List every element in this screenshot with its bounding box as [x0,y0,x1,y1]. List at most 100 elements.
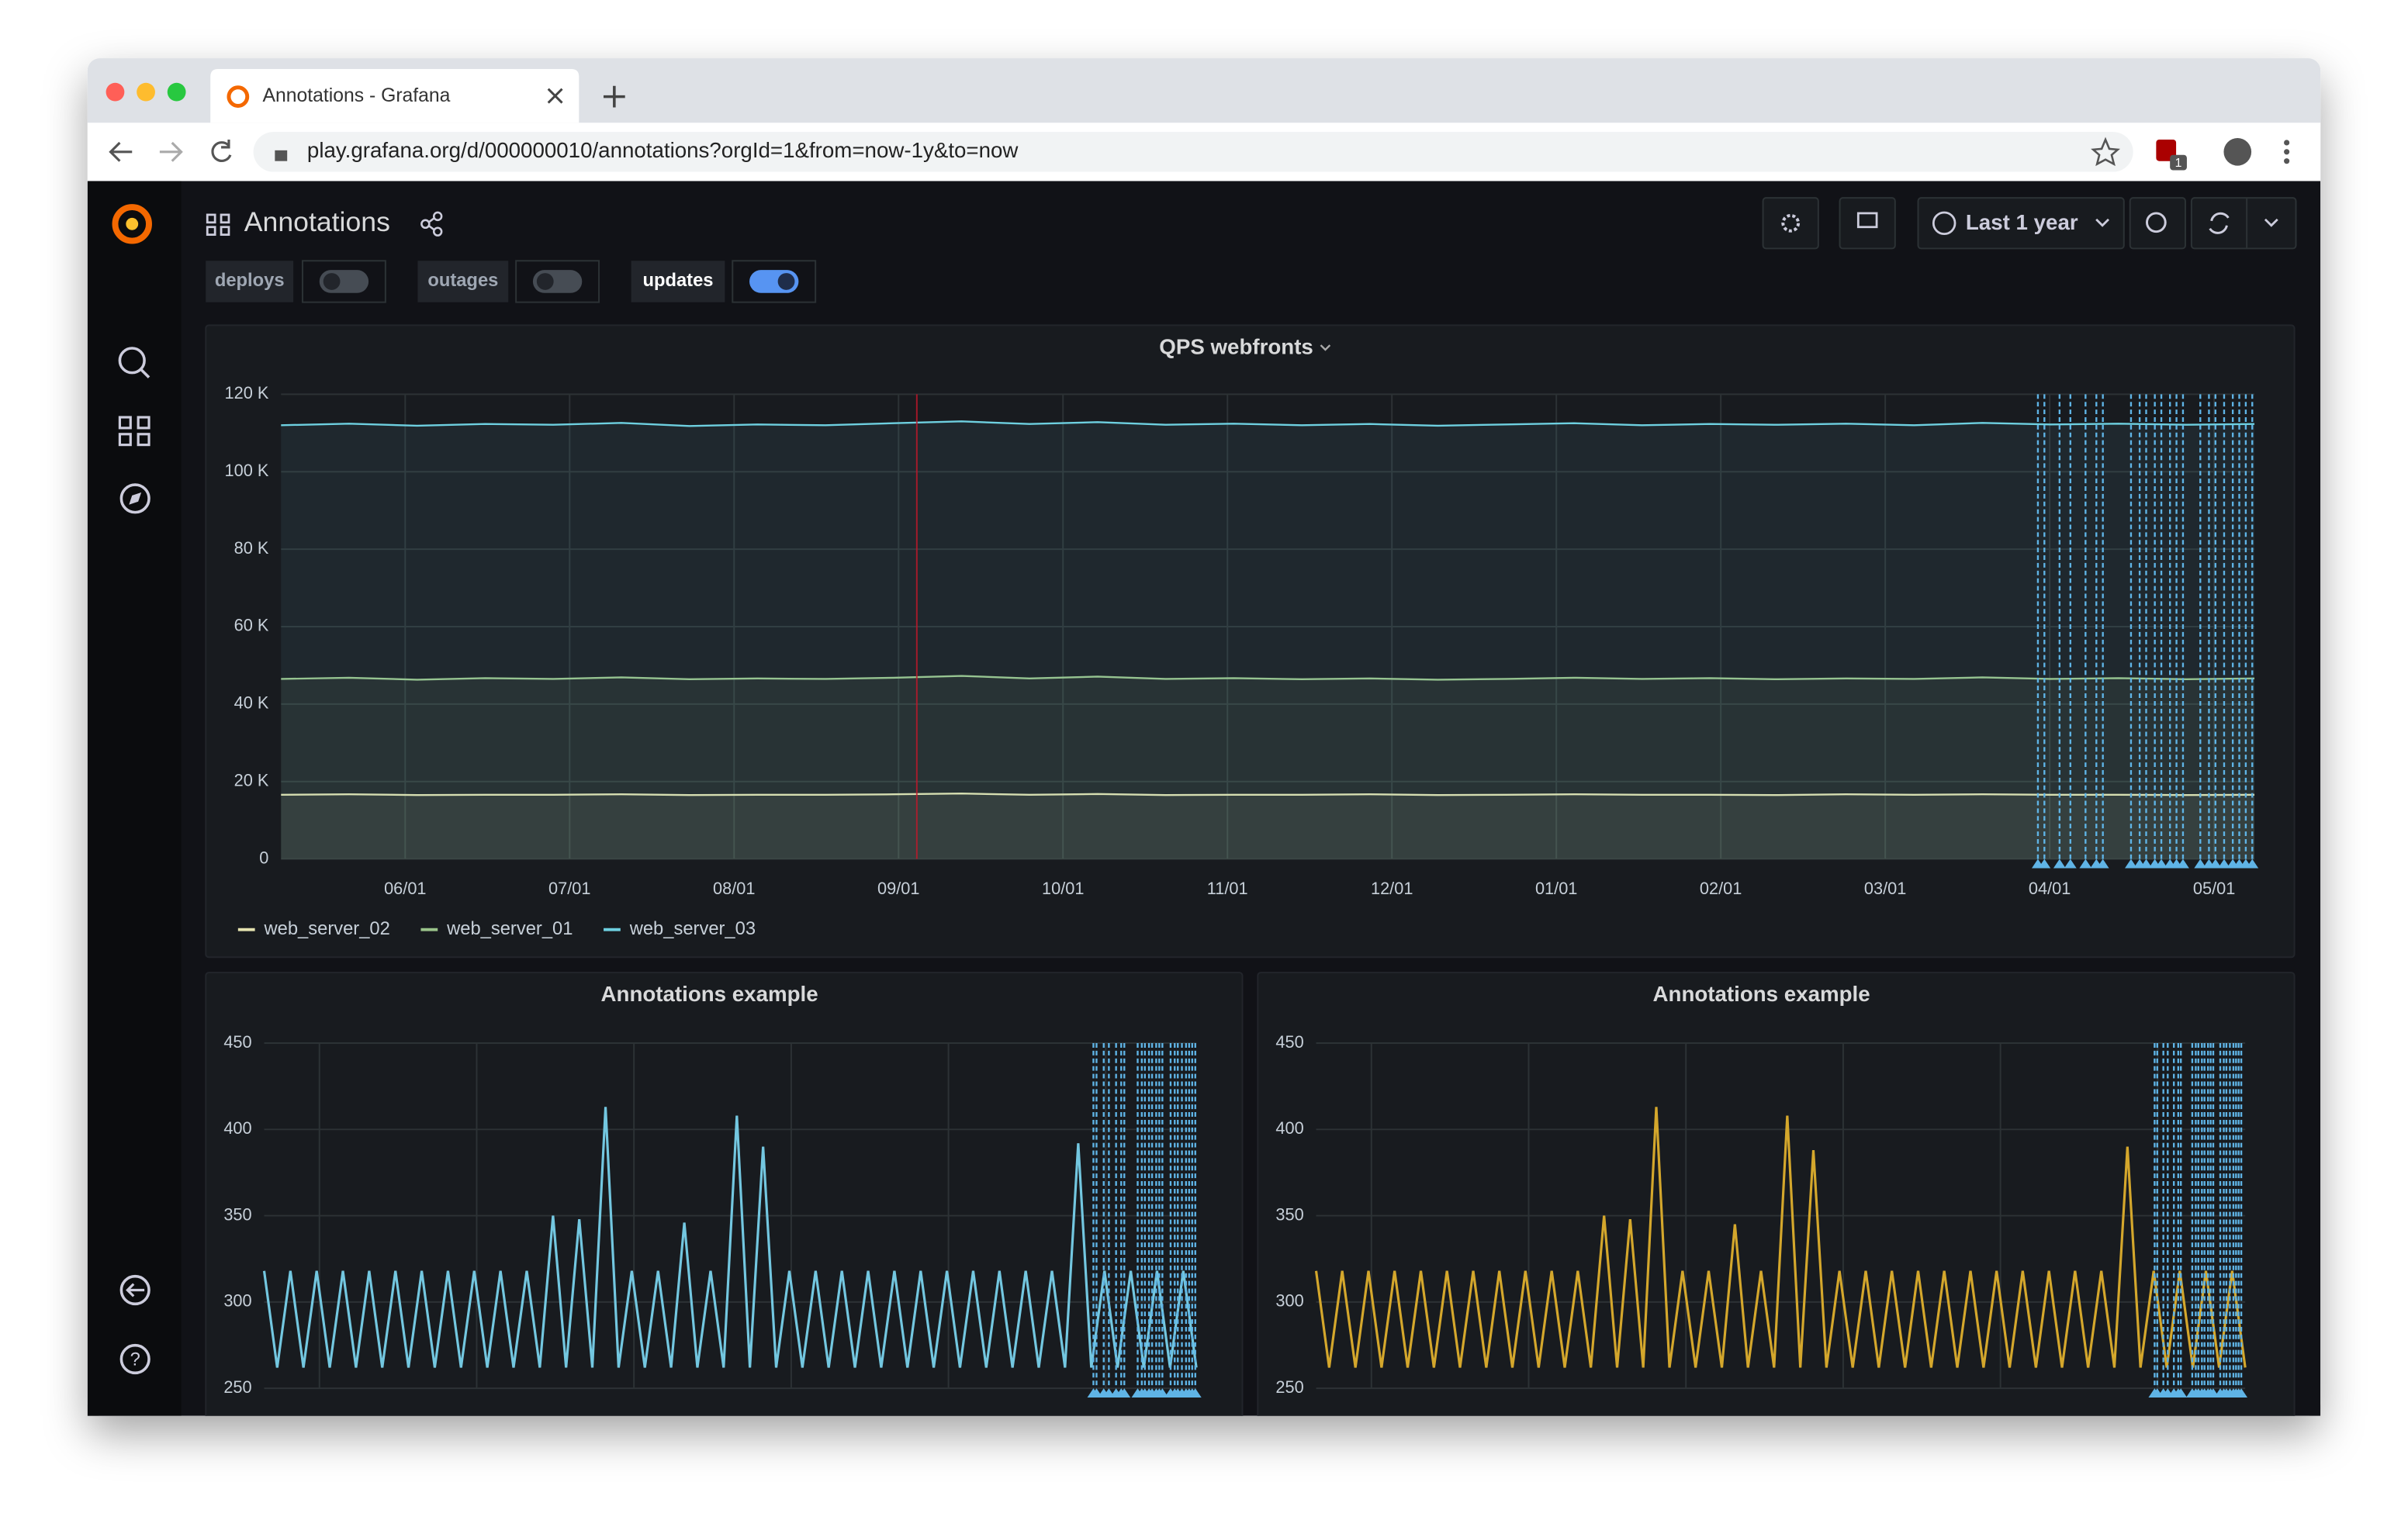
y-tick-label: 100 K [225,461,269,480]
explore-icon[interactable] [119,483,150,514]
variable-label-box [206,261,294,302]
annotation-marker[interactable] [2194,859,2207,869]
menu-dot[interactable] [2284,158,2290,164]
y-tick-label: 350 [1275,1204,1303,1224]
annotation-marker[interactable] [1156,1388,1169,1398]
annotation-marker[interactable] [2064,859,2077,869]
legend-label[interactable]: web_server_03 [629,919,756,939]
new-tab[interactable] [603,85,625,108]
variable-label-box [631,261,725,302]
y-tick-label: 300 [1275,1291,1303,1311]
time-caret [2095,218,2109,227]
bookmark-star[interactable] [2091,136,2120,167]
refresh-icon [2209,212,2230,234]
annotation-marker[interactable] [2096,859,2109,869]
annotation-marker[interactable] [1188,1388,1202,1398]
extension-badge-text: 1 [2175,157,2182,170]
close-button[interactable] [106,82,125,102]
panel [1257,972,2296,1416]
refresh-caret[interactable] [2264,218,2278,227]
x-tick-label: 07/01 [548,879,590,898]
settings-icon [1781,213,1801,233]
panel-title[interactable]: QPS webfronts [1159,334,1313,358]
annotation-marker[interactable] [2218,859,2230,869]
help-glyph: ? [130,1350,140,1370]
tv-mode-button[interactable] [1839,197,1896,250]
annotation-marker[interactable] [2155,859,2168,869]
annotation-marker[interactable] [2246,859,2259,869]
x-tick-label: 01/01 [1535,879,1577,898]
legend-label[interactable]: web_server_01 [446,919,573,939]
series-area [281,793,2255,859]
url: play.grafana.org/d/000000010/annotations… [307,138,1019,162]
x-tick-label: 02/01 [1700,879,1742,898]
y-tick-label: 300 [223,1291,251,1311]
refresh-button[interactable] [2190,197,2297,250]
annotation-marker[interactable] [2038,859,2051,869]
series-line [281,420,2255,427]
variable-toggle-knob [777,273,795,290]
grafana-logo[interactable] [112,204,152,244]
forward-button[interactable] [159,141,183,162]
variable-toggle-knob [536,273,554,290]
panel-title[interactable]: Annotations example [601,982,818,1006]
share-icon[interactable] [420,211,443,237]
annotation-marker[interactable] [2174,1388,2188,1398]
time-picker[interactable] [1917,197,2125,250]
grafana-logo-core [126,217,139,230]
panel [205,972,1244,1416]
help-icon[interactable] [119,1343,150,1375]
y-tick-label: 450 [1275,1032,1303,1052]
tab-title: Annotations - Grafana [263,85,451,106]
x-tick-label: 08/01 [713,879,755,898]
settings-button[interactable] [1762,197,1819,250]
sign-in-arrow [126,1283,145,1297]
maximize-button[interactable] [167,82,186,102]
extension-badge [2170,154,2187,171]
menu-dot[interactable] [2284,140,2290,146]
dashboards-icon[interactable] [118,416,150,447]
panel-title[interactable]: Annotations example [1653,982,1870,1006]
zoom-out-button[interactable] [2129,197,2186,250]
grafana-app: ? Annotations Last 1 year deploys outages… [87,181,2321,1416]
variable-label: outages [427,271,498,291]
annotation-marker[interactable] [2125,859,2137,869]
legend-label[interactable]: web_server_02 [263,919,389,939]
zoom-icon [2145,212,2167,233]
annotation-marker[interactable] [2079,859,2092,869]
tab-close[interactable] [547,88,563,104]
variables: deploys outages updates [206,260,817,303]
back-button[interactable] [109,141,133,162]
dashboard-title[interactable]: Annotations [244,206,390,237]
profile-icon[interactable] [2223,138,2252,166]
toolbar-buttons: Last 1 year [1762,197,2297,250]
y-tick-label: 400 [1275,1118,1303,1138]
annotation-marker[interactable] [2209,859,2222,869]
sign-in-icon[interactable] [119,1274,150,1306]
x-tick-label: 06/01 [384,879,426,898]
y-tick-label: 20 K [234,771,269,790]
annotation-marker[interactable] [2177,859,2189,869]
annotation-marker[interactable] [2140,859,2153,869]
series-line [281,793,2255,796]
annotation-marker[interactable] [1118,1388,1131,1398]
minimize-button[interactable] [137,82,155,102]
reload-button[interactable] [211,139,232,162]
search-icon[interactable] [118,347,146,375]
tab[interactable] [210,69,580,123]
y-tick-label: 350 [223,1204,251,1224]
address-bar[interactable] [253,132,2133,172]
clock-icon [1932,211,1956,236]
annotation-marker[interactable] [2053,859,2066,869]
panel-menu-caret[interactable] [1320,344,1331,351]
time-range: Last 1 year [1966,210,2078,234]
y-tick-label: 80 K [234,538,269,558]
lock-icon [275,150,288,161]
y-tick-label: 250 [223,1377,251,1397]
variable-label: updates [642,271,713,291]
menu-dot[interactable] [2284,149,2290,155]
annotation-marker[interactable] [2235,1388,2248,1398]
